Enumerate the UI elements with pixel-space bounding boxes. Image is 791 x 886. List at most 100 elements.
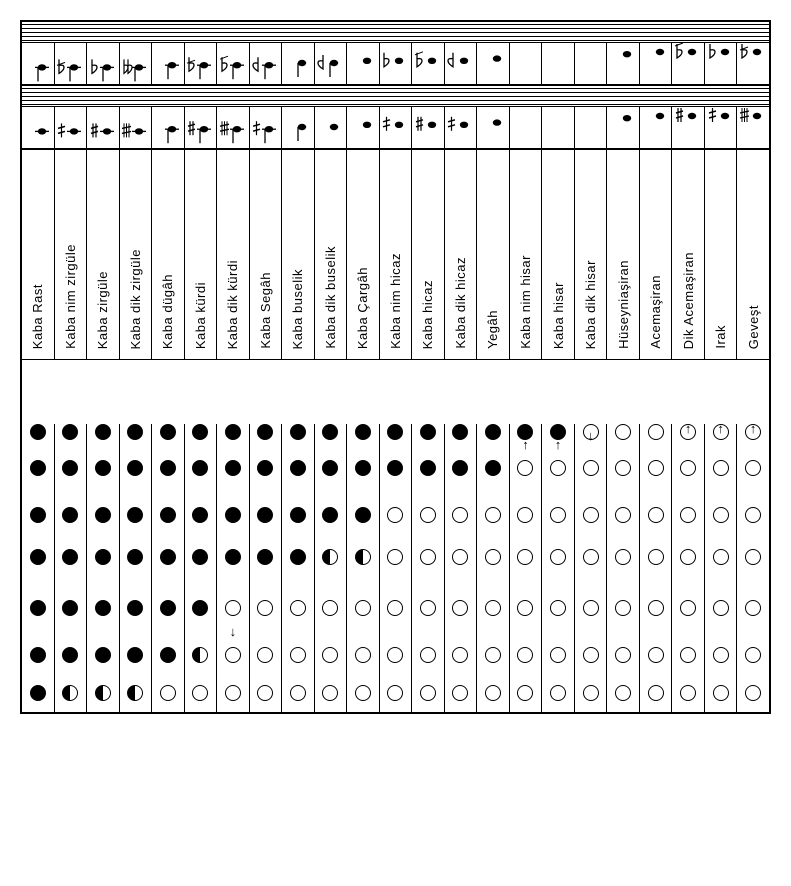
column-label-cell: Kaba buselik xyxy=(281,150,314,359)
finger-cell xyxy=(379,674,412,712)
tone-hole xyxy=(517,685,533,701)
tone-hole xyxy=(160,424,176,440)
finger-cell xyxy=(574,496,607,534)
tone-hole xyxy=(355,460,371,476)
fingering-chart: Kaba RastKaba nim zirgüleKaba zirgüleKab… xyxy=(20,20,771,714)
tone-hole xyxy=(127,647,143,663)
tone-hole xyxy=(420,460,436,476)
tone-hole xyxy=(485,507,501,523)
finger-cell xyxy=(119,580,152,636)
note-cell xyxy=(379,43,412,84)
finger-cell xyxy=(541,496,574,534)
finger-cell xyxy=(509,674,542,712)
column-label: Kaba dik kürdi xyxy=(225,260,240,349)
note-cell xyxy=(314,43,347,84)
finger-cell xyxy=(22,636,54,674)
column-label-cell: Dik Acemaşiran xyxy=(671,150,704,359)
note-cell xyxy=(119,43,152,84)
tone-hole xyxy=(745,600,761,616)
finger-cell xyxy=(606,496,639,534)
tone-hole xyxy=(387,460,403,476)
arrow-up-icon: ↑ xyxy=(522,438,529,451)
finger-cell xyxy=(574,674,607,712)
tone-hole xyxy=(355,685,371,701)
arrow-up-icon: ↑ xyxy=(555,438,562,451)
finger-cell xyxy=(509,534,542,580)
lower-staff xyxy=(22,86,769,150)
finger-cell xyxy=(119,440,152,496)
tone-hole xyxy=(485,460,501,476)
finger-cell xyxy=(281,636,314,674)
tone-hole xyxy=(648,549,664,565)
tone-hole xyxy=(62,424,78,440)
column-label: Dik Acemaşiran xyxy=(681,252,696,349)
tone-hole xyxy=(615,685,631,701)
finger-cell xyxy=(476,534,509,580)
tone-hole xyxy=(387,549,403,565)
finger-cell xyxy=(281,580,314,636)
tone-hole xyxy=(192,549,208,565)
column-label: Kaba nim hicaz xyxy=(388,253,403,349)
tone-hole xyxy=(550,647,566,663)
note-cell xyxy=(54,43,87,84)
column-label-cell: Kaba Çargâh xyxy=(346,150,379,359)
finger-cell xyxy=(346,440,379,496)
finger-row xyxy=(22,674,769,712)
note-cell xyxy=(476,43,509,84)
tone-hole xyxy=(583,549,599,565)
finger-cell xyxy=(736,440,769,496)
tone-hole xyxy=(648,507,664,523)
tone-hole xyxy=(387,424,403,440)
note-cell xyxy=(281,43,314,84)
finger-cell xyxy=(639,424,672,440)
tone-hole xyxy=(355,424,371,440)
tone-hole xyxy=(713,600,729,616)
tone-hole xyxy=(583,600,599,616)
tone-hole xyxy=(713,685,729,701)
finger-cell xyxy=(184,440,217,496)
note-row-1 xyxy=(22,42,769,84)
finger-cell xyxy=(249,496,282,534)
finger-cell xyxy=(704,440,737,496)
column-label-cell: Kaba dik zirgüle xyxy=(119,150,152,359)
column-label: Yegâh xyxy=(485,310,500,349)
tone-hole xyxy=(225,549,241,565)
tone-hole xyxy=(713,549,729,565)
tone-hole xyxy=(225,507,241,523)
finger-cell xyxy=(54,496,87,534)
note-cell xyxy=(704,43,737,84)
finger-cell xyxy=(281,534,314,580)
finger-cell xyxy=(54,424,87,440)
tone-hole xyxy=(680,507,696,523)
tone-hole xyxy=(648,647,664,663)
tone-hole xyxy=(322,600,338,616)
finger-cell xyxy=(671,440,704,496)
tone-hole xyxy=(30,424,46,440)
finger-cell xyxy=(379,534,412,580)
column-label: Kaba Rast xyxy=(30,284,45,349)
column-label-cell: Hüseyniaşiran xyxy=(606,150,639,359)
finger-cell xyxy=(281,424,314,440)
note-cell xyxy=(86,43,119,84)
tone-hole xyxy=(30,600,46,616)
column-label: Geveşt xyxy=(746,305,761,349)
tone-hole xyxy=(648,600,664,616)
finger-cell xyxy=(22,424,54,440)
tone-hole xyxy=(95,460,111,476)
tone-hole xyxy=(615,460,631,476)
tone-hole xyxy=(62,600,78,616)
column-label: Kaba buselik xyxy=(290,269,305,349)
column-label: Kaba dügâh xyxy=(160,274,175,349)
finger-cell: ↑ xyxy=(509,440,542,496)
note-cell xyxy=(379,107,412,148)
column-label-cell: Irak xyxy=(704,150,737,359)
finger-cell xyxy=(639,440,672,496)
column-label: Kaba hisar xyxy=(551,282,566,349)
finger-cell xyxy=(54,674,87,712)
column-label-cell: Kaba dik kürdi xyxy=(216,150,249,359)
tone-hole xyxy=(517,507,533,523)
tone-hole xyxy=(290,549,306,565)
finger-cell xyxy=(184,580,217,636)
finger-cell xyxy=(606,636,639,674)
tone-hole xyxy=(127,424,143,440)
